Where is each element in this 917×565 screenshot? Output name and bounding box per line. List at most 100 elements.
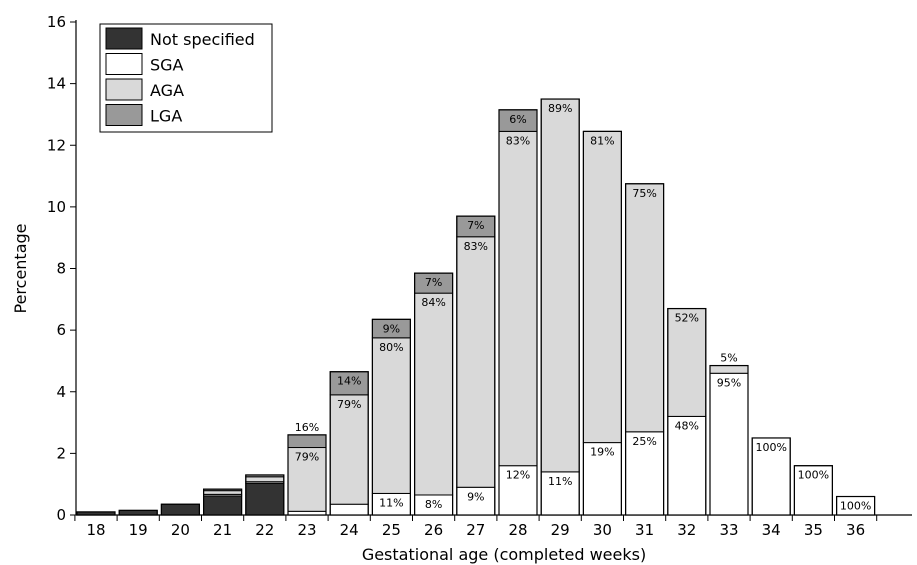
percentage-label: 89% <box>548 102 572 115</box>
bar-outline <box>203 488 243 516</box>
bar-segment <box>414 292 454 496</box>
percentage-label: 11% <box>379 496 403 509</box>
bar-segment <box>709 372 749 516</box>
bars <box>76 98 876 516</box>
bar-segment <box>456 236 496 488</box>
legend-entry: SGA <box>150 56 184 75</box>
x-tick-label: 31 <box>635 521 654 539</box>
x-tick-label: 21 <box>213 521 232 539</box>
percentage-label: 95% <box>717 376 741 389</box>
bar-outline <box>160 503 200 516</box>
bar-outline <box>456 215 496 516</box>
bar-outline <box>414 272 454 516</box>
bar-segment <box>540 98 580 473</box>
bar-outline <box>540 98 580 516</box>
x-tick-label: 33 <box>719 521 738 539</box>
percentage-label: 14% <box>337 375 361 388</box>
legend: Not specified SGA AGA LGA <box>99 23 273 133</box>
percentage-label: 83% <box>506 134 530 147</box>
bar-outline <box>76 511 116 516</box>
bar-outline <box>751 437 791 516</box>
x-axis-title: Gestational age (completed weeks) <box>362 545 646 564</box>
bar-segment <box>287 434 327 449</box>
percentage-label: 80% <box>379 341 403 354</box>
bar-outline <box>498 109 538 516</box>
x-tick-label: 34 <box>762 521 781 539</box>
y-tick-label: 0 <box>56 506 66 524</box>
bar-segment <box>667 308 707 417</box>
bar-segment <box>118 509 158 516</box>
percentage-label: 52% <box>675 312 699 325</box>
y-tick-label: 14 <box>47 75 66 93</box>
bar-segment <box>203 490 243 495</box>
percentage-labels: 79% 16% 79% 14% 11% 80% 9% 8% 84% 7% 9% 83% 7% 12% 83%… <box>295 102 872 512</box>
y-tick-label: 16 <box>47 13 66 31</box>
bar-segment <box>160 503 200 516</box>
percentage-label: 7% <box>467 219 484 232</box>
percentage-label: 12% <box>506 469 530 482</box>
percentage-label: 81% <box>590 134 614 147</box>
x-tick-label: 26 <box>424 521 443 539</box>
bar-segment <box>371 337 411 494</box>
bar-segment <box>625 183 665 433</box>
bar-outline <box>329 371 369 516</box>
bar-segment <box>245 476 285 483</box>
y-tick-label: 12 <box>47 136 66 154</box>
x-tick-label: 23 <box>297 521 316 539</box>
y-axis-title: Percentage <box>11 223 30 313</box>
bar-segment <box>709 365 749 374</box>
percentage-label: 6% <box>509 113 526 126</box>
y-tick-label: 6 <box>56 321 66 339</box>
x-tick-label: 35 <box>804 521 823 539</box>
percentage-label: 16% <box>295 421 319 434</box>
percentage-label: 79% <box>295 451 319 464</box>
percentage-label: 25% <box>632 435 656 448</box>
percentage-label: 75% <box>632 187 656 200</box>
x-tick-label: 20 <box>171 521 190 539</box>
legend-entry: AGA <box>150 81 184 100</box>
percentage-label: 11% <box>548 475 572 488</box>
bar-outline <box>582 130 623 516</box>
bar-segment <box>625 431 665 516</box>
x-tick-label: 19 <box>129 521 148 539</box>
x-tick-label: 27 <box>466 521 485 539</box>
bar-segment <box>287 447 327 512</box>
bar-outline <box>371 318 411 516</box>
legend-swatch <box>105 104 143 126</box>
percentage-label: 84% <box>421 296 445 309</box>
y-tick-label: 10 <box>47 198 66 216</box>
y-tick-label: 2 <box>56 444 66 462</box>
legend-swatch <box>105 78 143 101</box>
legend-swatch <box>105 27 143 50</box>
percentage-label: 8% <box>425 498 442 511</box>
legend-entry: LGA <box>150 107 182 126</box>
bar-segment <box>329 503 369 516</box>
x-tick-label: 36 <box>846 521 865 539</box>
bar-outline <box>835 495 876 516</box>
percentage-label: 100% <box>840 500 871 513</box>
percentage-label: 100% <box>798 469 829 482</box>
x-tick-label: 29 <box>551 521 570 539</box>
bar-segment <box>582 130 622 444</box>
x-tick-label: 22 <box>255 521 274 539</box>
bar-segment <box>245 482 285 516</box>
percentage-label: 5% <box>720 352 737 365</box>
legend-entry: Not specified <box>150 30 255 49</box>
percentage-label: 9% <box>467 490 484 503</box>
bar-segment <box>203 495 243 516</box>
percentage-label: 7% <box>425 276 442 289</box>
x-tick-label: 24 <box>340 521 359 539</box>
x-tick-label: 30 <box>593 521 612 539</box>
percentage-label: 9% <box>383 322 400 335</box>
legend-swatch <box>105 53 143 75</box>
bar-outline <box>287 434 327 516</box>
percentage-label: 83% <box>464 240 488 253</box>
bar-segment <box>329 394 369 505</box>
x-tick-label: 18 <box>86 521 105 539</box>
y-tick-label: 4 <box>56 383 66 401</box>
y-tick-label: 8 <box>56 260 66 278</box>
percentage-label: 48% <box>675 419 699 432</box>
bar-outline <box>709 364 749 516</box>
